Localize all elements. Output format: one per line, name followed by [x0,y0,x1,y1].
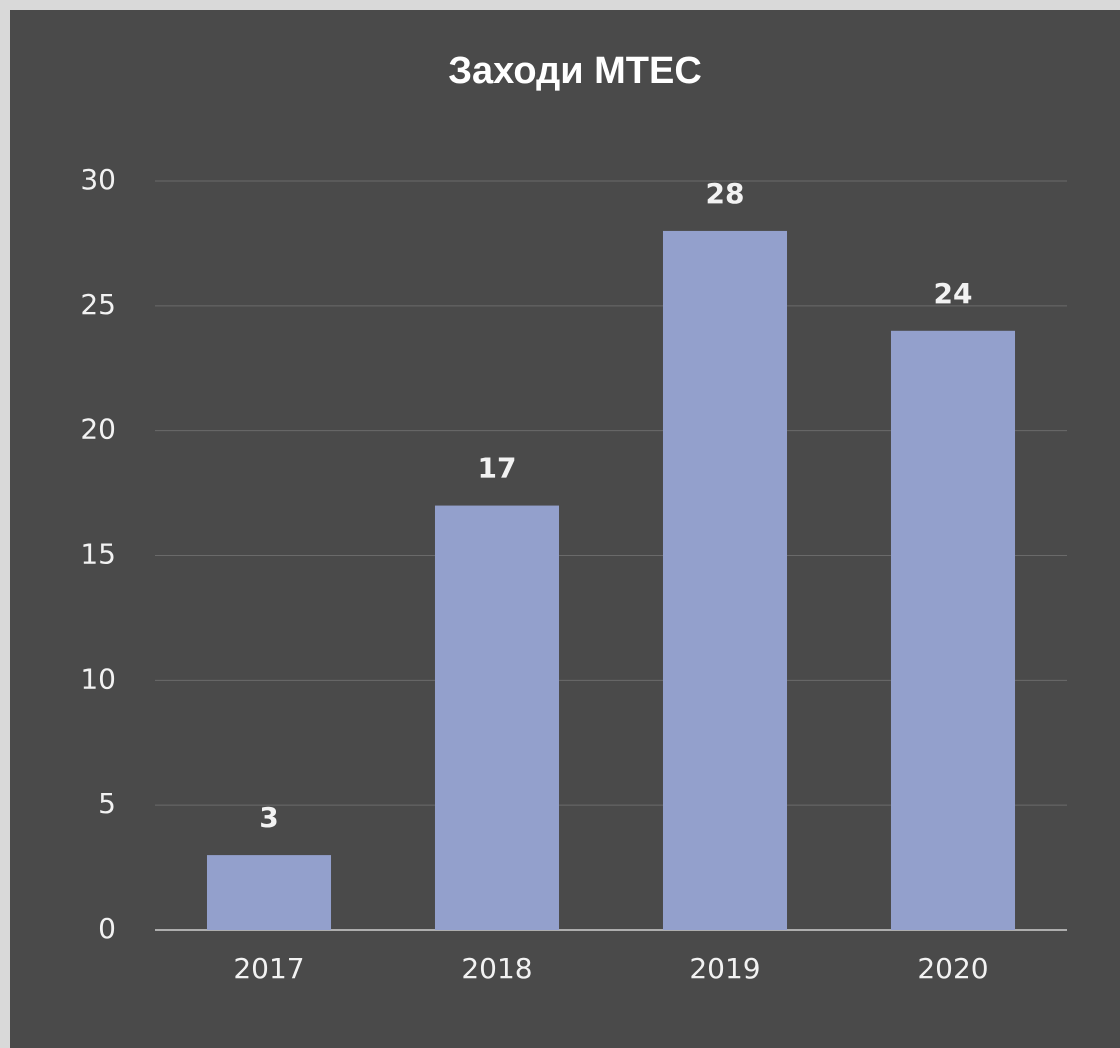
y-tick-label: 0 [98,912,116,945]
y-tick-label: 30 [80,163,116,196]
y-tick-label: 10 [80,662,116,695]
data-label: 17 [478,452,517,485]
bar [890,330,1016,930]
x-tick-label: 2020 [917,952,988,985]
y-tick-label: 20 [80,413,116,446]
x-tick-label: 2019 [689,952,760,985]
bar [662,230,788,930]
data-label: 24 [934,277,973,310]
y-tick-label: 25 [80,288,116,321]
chart-title: Заходи МТЕС [448,50,702,92]
bar [206,855,332,930]
x-tick-label: 2018 [461,952,532,985]
y-tick-label: 15 [80,538,116,571]
y-tick-label: 5 [98,787,116,820]
bar [434,505,560,930]
x-tick-label: 2017 [233,952,304,985]
data-label: 28 [706,177,745,210]
data-label: 3 [259,801,278,834]
